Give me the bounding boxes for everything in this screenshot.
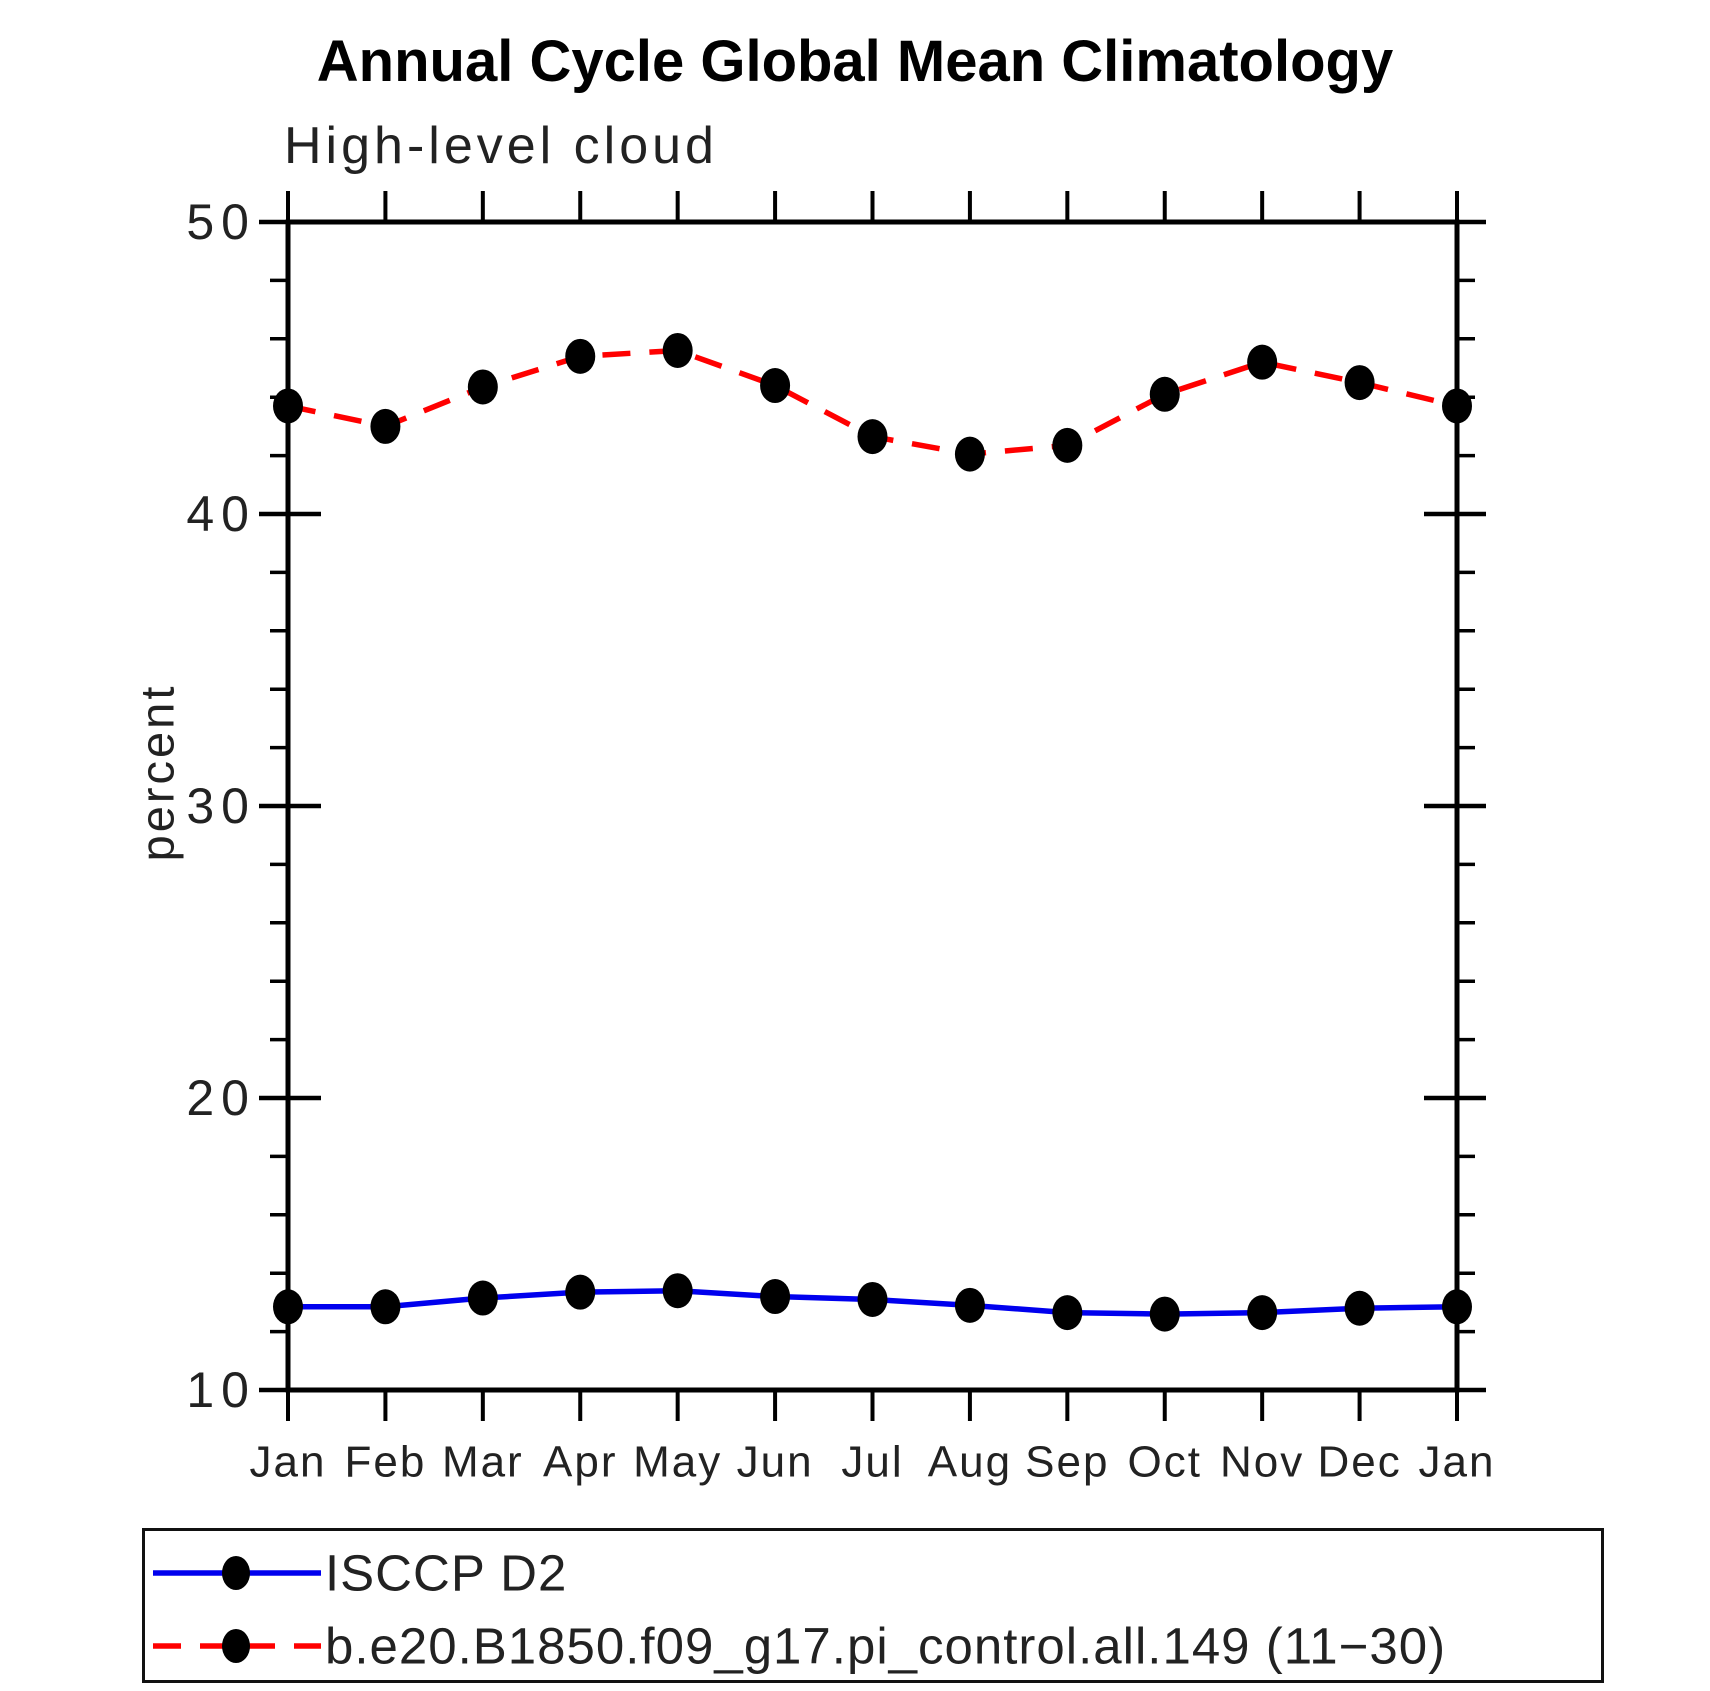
data-point-marker xyxy=(1442,1289,1472,1325)
data-point-marker xyxy=(857,1281,888,1317)
legend-label-isccp-d2: ISCCP D2 xyxy=(325,1544,568,1602)
y-tick-label: 30 xyxy=(186,778,256,834)
data-point-marker xyxy=(565,338,596,374)
data-point-marker xyxy=(1052,427,1083,463)
data-point-marker xyxy=(954,436,985,472)
data-point-marker xyxy=(1247,344,1278,380)
x-tick-label: Aug xyxy=(928,1438,1012,1487)
axis-ticks xyxy=(259,191,1486,1421)
x-tick-label: Mar xyxy=(442,1438,524,1487)
data-point-marker xyxy=(273,388,303,424)
data-series xyxy=(287,347,1458,1317)
data-point-marker xyxy=(1052,1295,1083,1331)
axis-tick-labels: Jan Feb Mar Apr May Jun Jul Aug Sep Oct Nov Dec Jan 5… xyxy=(186,194,1496,1487)
x-tick-label: Dec xyxy=(1317,1438,1401,1487)
data-point-marker xyxy=(857,419,888,455)
legend-label-model-run: b.e20.B1850.f09_g17.pi_control.all.149 (… xyxy=(325,1617,1447,1675)
data-point-marker xyxy=(565,1274,596,1310)
data-point-marker xyxy=(1442,388,1472,424)
data-point-marker xyxy=(1247,1295,1278,1331)
chart-subtitle: High-level cloud xyxy=(284,117,718,175)
y-tick-label: 40 xyxy=(186,486,256,542)
data-point-marker xyxy=(1149,1296,1180,1332)
x-tick-label: Jul xyxy=(841,1438,903,1487)
data-point-marker xyxy=(662,332,693,368)
x-tick-label: May xyxy=(633,1438,722,1487)
x-tick-label: Sep xyxy=(1025,1438,1109,1487)
x-tick-label: Jan xyxy=(1419,1438,1496,1487)
data-point-marker xyxy=(760,1279,791,1315)
x-tick-label: Jun xyxy=(737,1438,814,1487)
data-point-marker xyxy=(467,1280,498,1316)
legend: ISCCP D2 b.e20.B1850.f09_g17.pi_control.… xyxy=(142,1528,1604,1683)
chart-title: Annual Cycle Global Mean Climatology xyxy=(316,29,1394,94)
data-markers xyxy=(273,332,1472,1332)
data-point-marker xyxy=(370,408,401,444)
data-point-marker xyxy=(1344,1290,1375,1326)
data-point-marker xyxy=(1149,376,1180,412)
data-point-marker xyxy=(1344,365,1375,401)
plot-frame xyxy=(285,219,1460,1393)
y-tick-label: 20 xyxy=(186,1070,256,1126)
y-tick-label: 50 xyxy=(186,194,256,250)
x-tick-label: Apr xyxy=(543,1438,617,1487)
data-point-marker xyxy=(467,369,498,405)
y-tick-label: 10 xyxy=(186,1362,256,1418)
legend-marker-sample xyxy=(222,1556,250,1590)
axis-frame xyxy=(285,219,1460,1393)
data-point-marker xyxy=(370,1289,401,1325)
x-tick-label: Jan xyxy=(250,1438,327,1487)
data-point-marker xyxy=(760,368,791,404)
data-point-marker xyxy=(273,1289,303,1325)
x-tick-label: Nov xyxy=(1220,1438,1304,1487)
x-tick-label: Oct xyxy=(1128,1438,1202,1487)
data-point-marker xyxy=(662,1273,693,1309)
x-tick-label: Feb xyxy=(345,1438,427,1487)
legend-marker-sample xyxy=(222,1629,250,1663)
legend-samples xyxy=(153,1556,321,1663)
data-point-marker xyxy=(954,1287,985,1323)
